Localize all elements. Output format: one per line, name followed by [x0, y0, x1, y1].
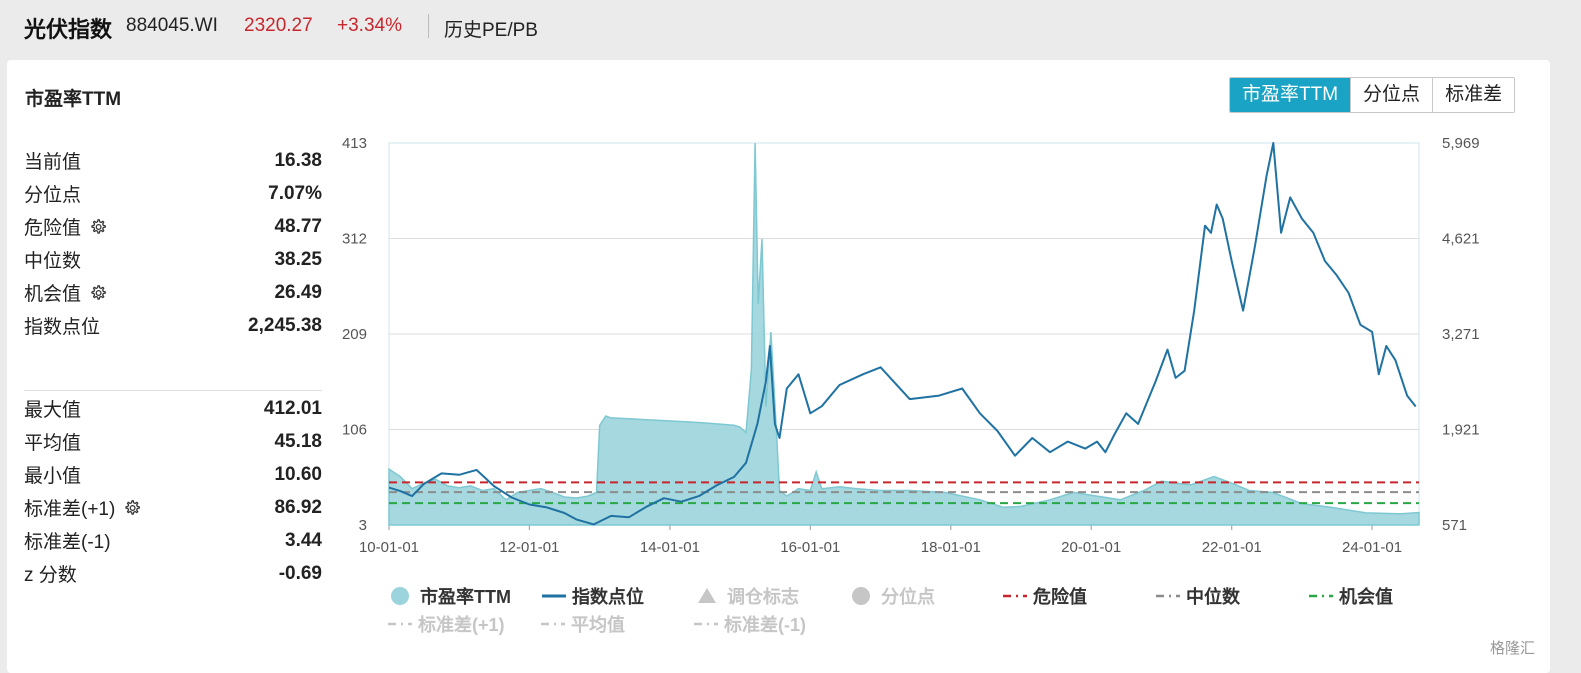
watermark-logo: 格隆汇 [1490, 640, 1536, 657]
tab-percentile[interactable]: 分位点 [1350, 78, 1433, 112]
stat-label: 指数点位 [24, 317, 101, 338]
stat-value: -0.69 [278, 562, 322, 584]
stat-min: 最小值 10.60 [24, 458, 322, 491]
legend-circle-marker [852, 587, 870, 605]
stats-distribution: 最大值 412.01 平均值 45.18 最小值 10.60 标准差(+1) 8… [24, 392, 322, 590]
legend-label: 危险值 [1032, 586, 1087, 607]
stat-opportunity: 机会值 26.49 [24, 276, 322, 309]
stat-mean: 平均值 45.18 [24, 425, 322, 458]
legend-label: 标准差(+1) [417, 614, 505, 635]
valuation-panel: 市盈率TTM 市盈率TTM 分位点 标准差 当前值 16.38 分位点 7.07… [7, 60, 1550, 673]
stat-median: 中位数 38.25 [24, 243, 322, 276]
index-change-pct: +3.34% [337, 15, 402, 36]
x-tick-label: 12-01-01 [499, 539, 559, 556]
stat-value: 7.07% [268, 182, 322, 204]
stat-label: 标准差(-1) [24, 532, 111, 553]
index-name: 光伏指数 [24, 17, 113, 42]
y-right-tick-label: 571 [1442, 517, 1467, 534]
metric-tabs: 市盈率TTM 分位点 标准差 [1229, 77, 1516, 113]
x-tick-label: 24-01-01 [1342, 539, 1402, 556]
stats-divider [24, 390, 322, 391]
stat-danger: 危险值 48.77 [24, 210, 322, 243]
y-left-tick-label: 106 [342, 422, 367, 439]
tab-std-dev[interactable]: 标准差 [1432, 78, 1515, 112]
gear-icon[interactable] [89, 218, 107, 236]
x-tick-label: 20-01-01 [1061, 539, 1121, 556]
gear-icon[interactable] [123, 499, 141, 517]
stat-value: 10.60 [274, 463, 322, 485]
index-price: 2320.27 [244, 15, 313, 36]
legend-label: 中位数 [1186, 586, 1241, 607]
stat-percentile: 分位点 7.07% [24, 177, 322, 210]
stat-std-plus: 标准差(+1) 86.92 [24, 491, 322, 524]
x-tick-label: 14-01-01 [640, 539, 700, 556]
y-right-tick-label: 5,969 [1442, 135, 1480, 152]
stat-label: 分位点 [24, 185, 82, 206]
stat-label: 标准差(+1) [24, 499, 116, 520]
legend-label: 市盈率TTM [420, 586, 511, 607]
legend-label: 分位点 [881, 586, 935, 607]
tab-pe-ttm[interactable]: 市盈率TTM [1230, 78, 1351, 112]
stat-value: 2,245.38 [248, 314, 322, 336]
stat-label: 中位数 [24, 251, 82, 272]
index-level-line [388, 142, 1417, 526]
stats-current: 当前值 16.38 分位点 7.07% 危险值 48.77 中位数 38.25 … [24, 144, 322, 342]
stat-value: 16.38 [274, 149, 322, 171]
stat-value: 26.49 [274, 281, 322, 303]
stat-value: 48.77 [274, 215, 322, 237]
legend-label: 标准差(-1) [723, 614, 806, 635]
stat-std-minus: 标准差(-1) 3.44 [24, 524, 322, 557]
legend-label: 机会值 [1339, 586, 1393, 607]
legend-label: 平均值 [571, 614, 625, 635]
stat-label: 危险值 [24, 218, 82, 239]
panel-title: 市盈率TTM [25, 89, 122, 110]
legend-triangle-marker [698, 588, 716, 603]
stat-index-level: 指数点位 2,245.38 [24, 309, 322, 342]
y-left-tick-label: 413 [342, 135, 367, 152]
y-right-tick-label: 1,921 [1442, 422, 1480, 439]
x-tick-label: 10-01-01 [359, 539, 419, 556]
y-right-tick-label: 4,621 [1442, 231, 1480, 248]
x-tick-label: 16-01-01 [780, 539, 840, 556]
index-code: 884045.WI [126, 15, 218, 36]
stat-label: 当前值 [24, 152, 82, 173]
y-right-tick-label: 3,271 [1442, 326, 1480, 343]
y-left-tick-label: 209 [342, 326, 367, 343]
history-pe-pb-link[interactable]: 历史PE/PB [444, 20, 538, 41]
stat-value: 3.44 [285, 529, 322, 551]
gear-icon[interactable] [89, 284, 107, 302]
stat-current-value: 当前值 16.38 [24, 144, 322, 177]
x-tick-label: 22-01-01 [1202, 539, 1262, 556]
stat-label: 最大值 [24, 400, 82, 421]
stat-value: 38.25 [274, 248, 322, 270]
legend-label: 指数点位 [572, 586, 644, 607]
stat-value: 412.01 [263, 397, 322, 419]
stat-label: 机会值 [24, 284, 82, 305]
stat-label-wrap: 机会值 [24, 279, 107, 306]
stat-label-wrap: 危险值 [24, 213, 107, 240]
y-left-tick-label: 312 [342, 231, 367, 248]
x-tick-label: 18-01-01 [921, 539, 981, 556]
stat-label: 平均值 [24, 433, 82, 454]
stat-z-score: z 分数 -0.69 [24, 557, 322, 590]
stat-label: 最小值 [24, 466, 82, 487]
pe-ttm-area [388, 142, 1420, 526]
index-header: 光伏指数 884045.WI 2320.27 +3.34% 历史PE/PB [0, 0, 1581, 52]
stat-max: 最大值 412.01 [24, 392, 322, 425]
stat-value: 45.18 [274, 430, 322, 452]
legend-label: 调仓标志 [727, 586, 799, 607]
stat-label: z 分数 [24, 565, 77, 586]
legend-circle-marker [391, 587, 409, 605]
stat-label-wrap: 标准差(+1) [24, 494, 141, 521]
header-divider [428, 14, 429, 38]
y-left-tick-label: 3 [359, 517, 367, 534]
stat-value: 86.92 [274, 496, 322, 518]
